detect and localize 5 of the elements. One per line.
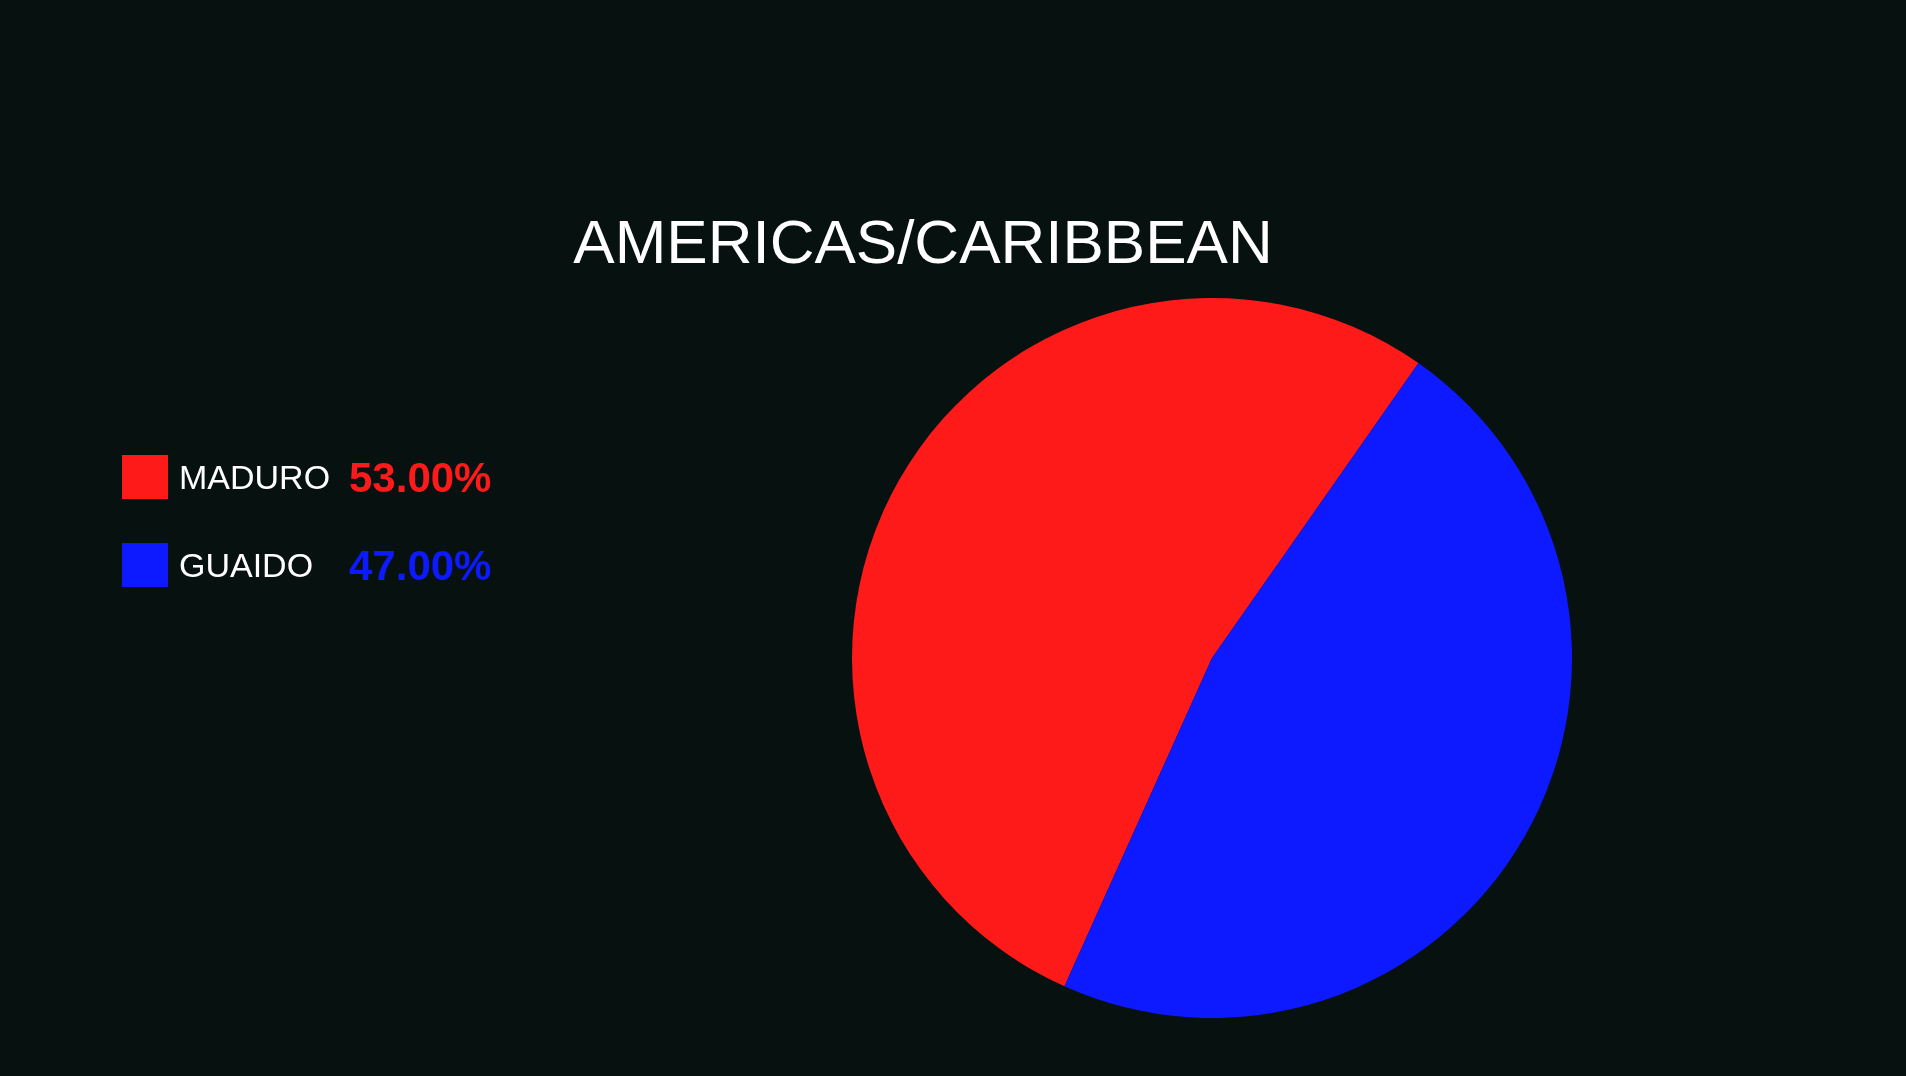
legend-label: GUAIDO xyxy=(179,546,314,584)
legend-label: MADURO xyxy=(179,458,331,496)
chart-title: AMERICAS/CARIBBEAN xyxy=(573,206,1273,276)
data-label: 47.00% xyxy=(349,541,492,589)
data-label: 53.00% xyxy=(349,453,492,501)
